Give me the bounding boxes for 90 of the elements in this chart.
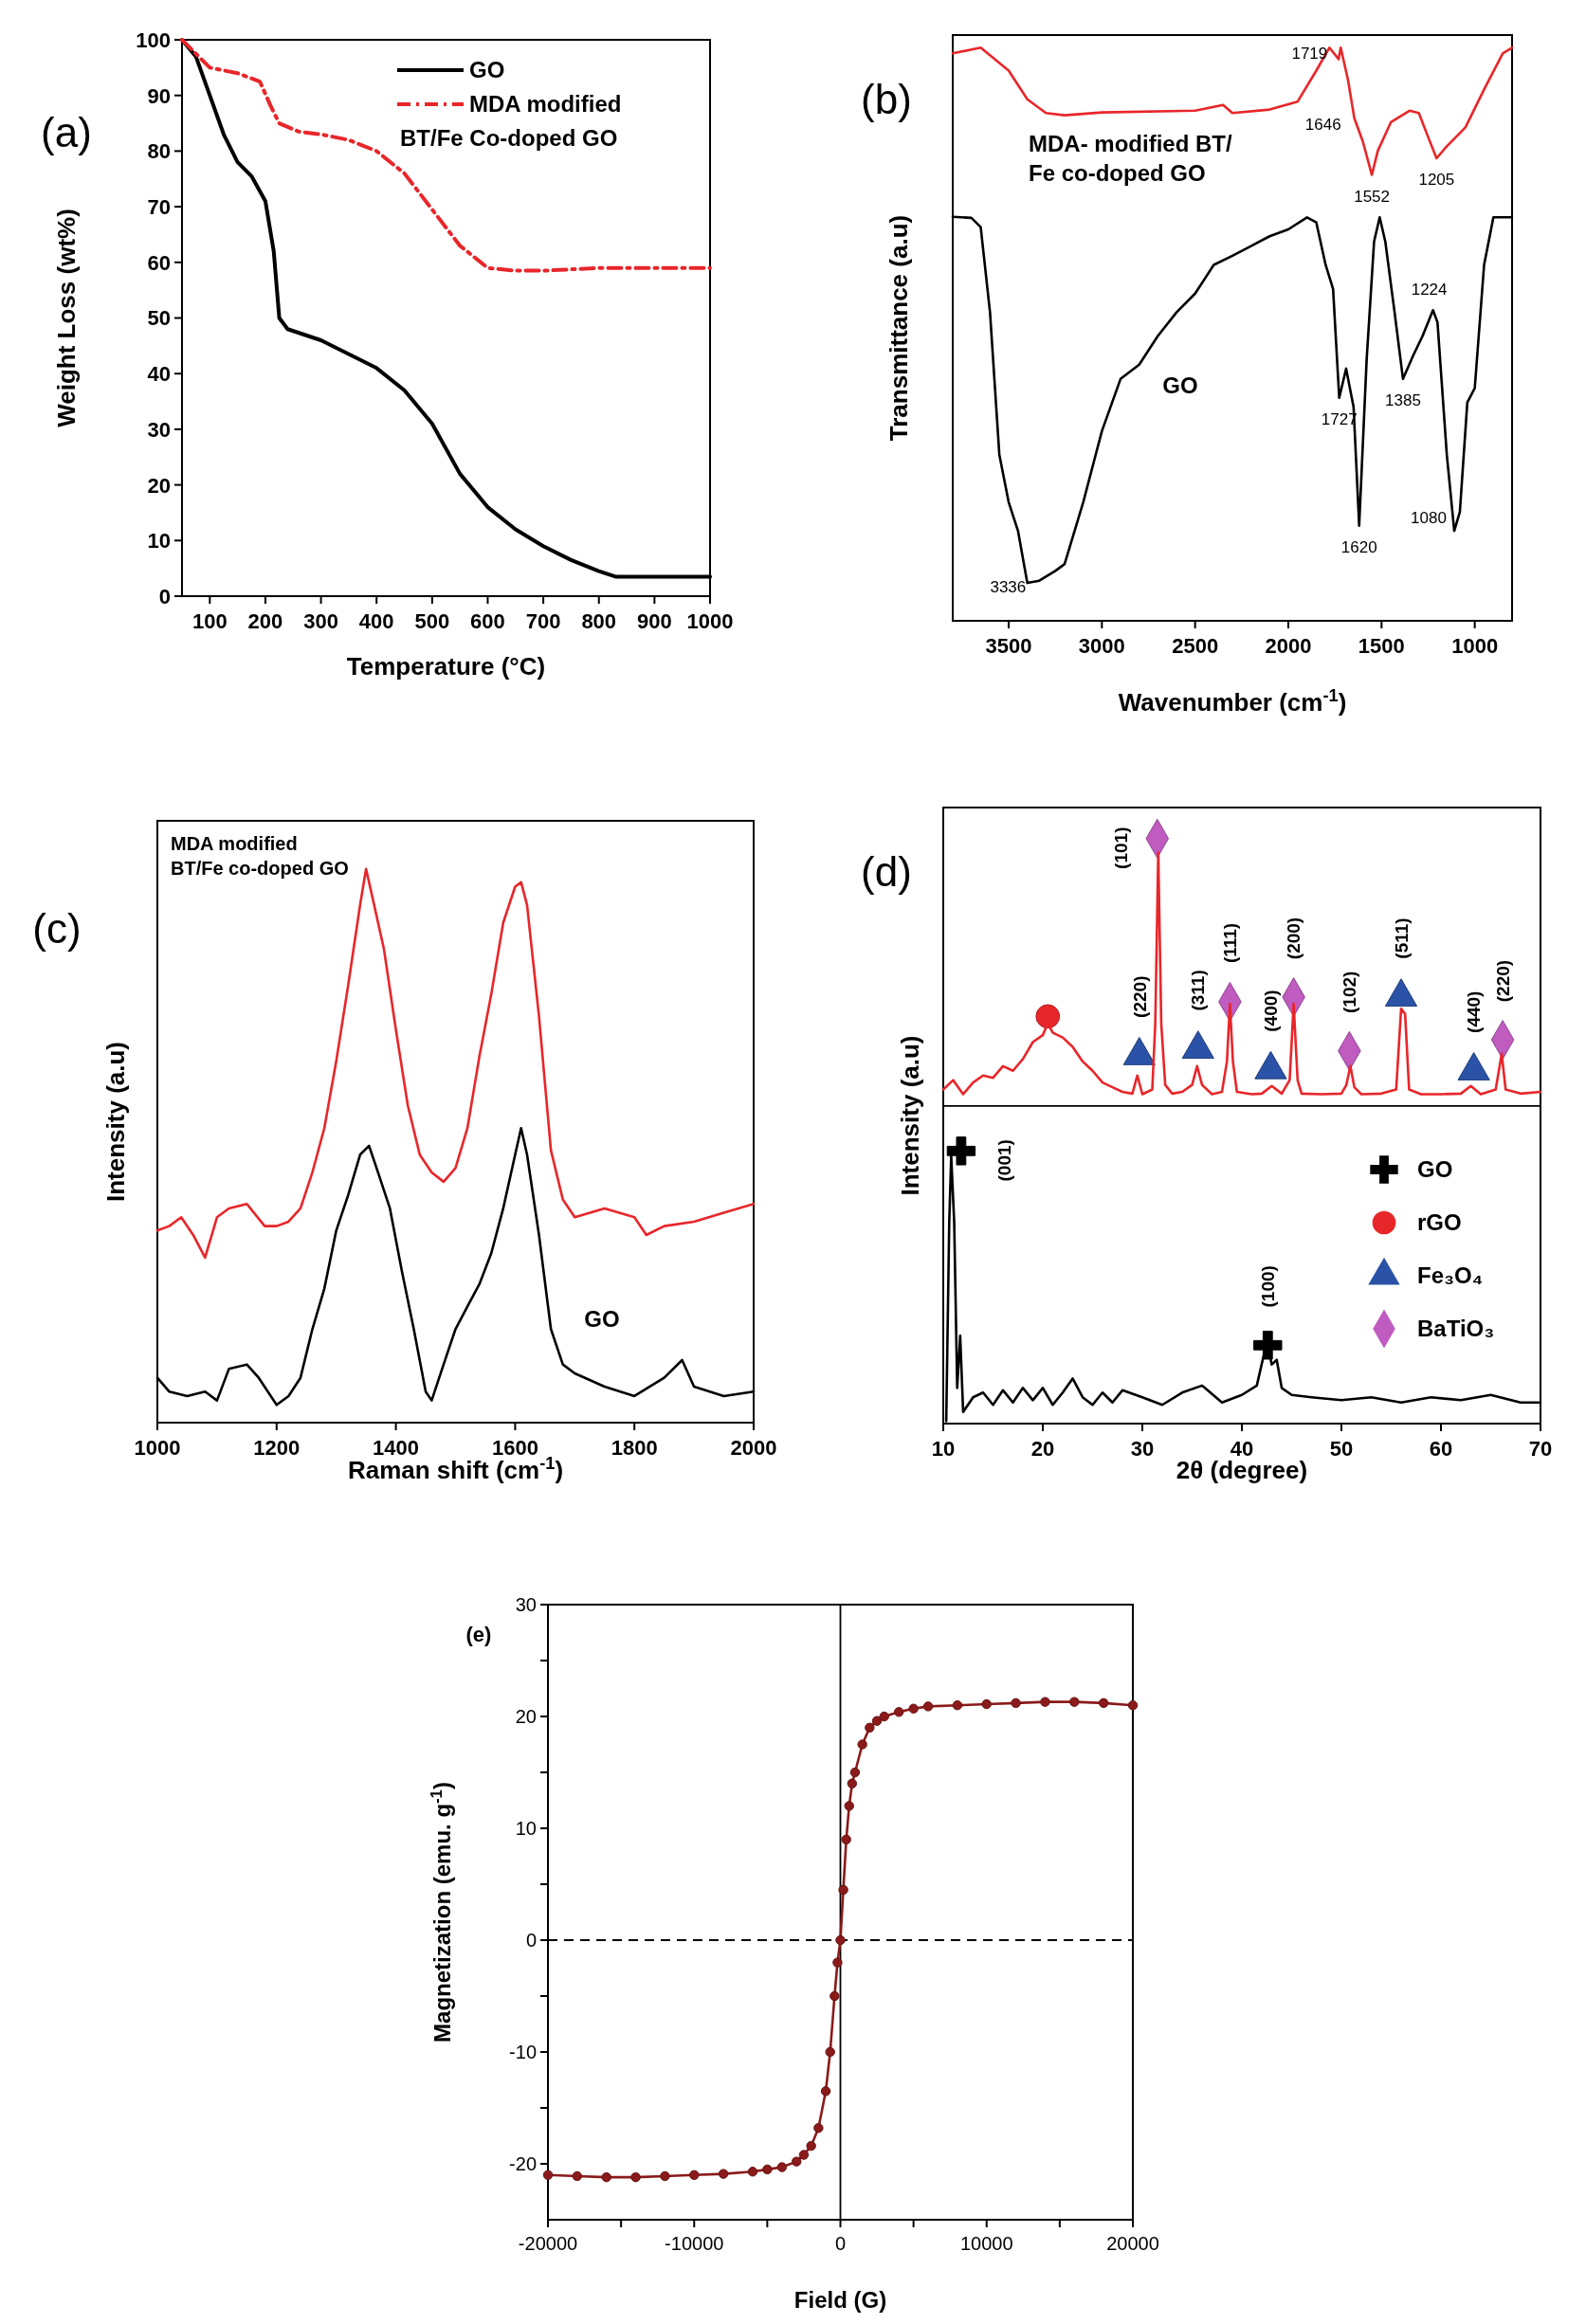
x-tick-label: 400 (358, 609, 394, 633)
annotation: (200) (1284, 917, 1304, 960)
x-tick-label: 20000 (1106, 2233, 1159, 2254)
x-axis-title: Wavenumber (cm$^{-1}$) (1118, 686, 1347, 717)
y-tick-label: 90 (147, 83, 171, 108)
annotation: (440) (1464, 990, 1485, 1033)
x-tick-label: 2000 (730, 1436, 777, 1460)
x-axis-title: Field (G) (793, 2287, 887, 2313)
x-tick-label: 1200 (253, 1436, 301, 1460)
y-tick-label: 20 (147, 473, 171, 498)
legend-label: GO (1417, 1156, 1453, 1182)
x-tick-label: 10 (931, 1437, 956, 1461)
y-tick-label: 10 (147, 529, 171, 554)
x-tick-label: 70 (1528, 1437, 1553, 1461)
x-tick-label: 30 (1130, 1437, 1155, 1461)
annotation: 3336 (990, 577, 1027, 596)
y-tick-label: 0 (158, 584, 171, 608)
x-tick-label: 100 (191, 609, 228, 633)
annotation: (220) (1492, 959, 1513, 1003)
annotation: 1080 (1411, 509, 1447, 528)
y-axis-title: Intensity (a.u) (896, 1035, 925, 1196)
y-tick-label: 30 (147, 417, 171, 442)
y-tick-label: -20 (509, 2153, 537, 2175)
x-tick-label: 2000 (1265, 634, 1312, 658)
x-tick-label: 3000 (1078, 634, 1125, 658)
x-tick-label: 50 (1329, 1437, 1354, 1461)
annotation: 1620 (1340, 537, 1377, 556)
annotation: 1224 (1411, 281, 1448, 300)
y-tick-label: 100 (136, 27, 171, 52)
annotation: (111) (1220, 922, 1241, 964)
legend-label: BaTiO₃ (1417, 1316, 1495, 1341)
annotation: (400) (1261, 990, 1282, 1032)
annotation: (311) (1188, 970, 1209, 1011)
x-tick-label: 1000 (134, 1436, 181, 1460)
annotation: (220) (1129, 975, 1150, 1018)
text: (c) (32, 905, 82, 952)
legend-label: Fe₃O₄ (1417, 1262, 1484, 1288)
x-tick-label: 3500 (985, 634, 1032, 658)
series-label: MDA- modified BT/ Fe co-doped GO (1029, 131, 1232, 187)
x-tick-label: 500 (414, 609, 450, 633)
x-tick-label: 0 (834, 2233, 847, 2254)
y-tick-label: 10 (515, 1818, 537, 1840)
x-tick-label: 1800 (611, 1436, 658, 1460)
annotation: (100) (1257, 1265, 1278, 1308)
annotation: (101) (1111, 826, 1132, 869)
annotation: 1385 (1385, 390, 1421, 409)
x-tick-label: 1000 (686, 609, 734, 633)
legend-label: rGO (1417, 1209, 1462, 1235)
x-tick-label: 1000 (1451, 634, 1499, 658)
chart-title: (d) (861, 848, 912, 895)
x-tick-label: 600 (470, 609, 505, 633)
x-axis-title: Temperature (°C) (346, 652, 546, 681)
y-tick-label: -10 (509, 2042, 537, 2063)
y-axis-title: Intensity (a.u) (101, 1041, 131, 1203)
x-tick-label: 60 (1429, 1437, 1453, 1461)
y-tick-label: 0 (525, 1930, 537, 1952)
x-tick-label: 700 (525, 609, 561, 633)
x-tick-label: 20 (1030, 1437, 1055, 1461)
legend-label: GO (469, 57, 505, 82)
series-label: MDA modified BT/Fe co-doped GO (171, 833, 349, 879)
x-tick-label: -20000 (518, 2233, 578, 2254)
text: (a) (41, 109, 92, 155)
x-tick-label: 200 (247, 609, 283, 633)
annotation: 1646 (1304, 115, 1341, 134)
series-label: GO (584, 1306, 620, 1332)
annotation: (511) (1391, 917, 1412, 959)
x-tick-label: 1500 (1358, 634, 1405, 658)
y-tick-label: 20 (515, 1706, 537, 1728)
y-tick-label: 50 (147, 306, 171, 331)
x-tick-label: 800 (581, 609, 617, 633)
annotation: (102) (1340, 971, 1360, 1013)
y-tick-label: 30 (515, 1594, 537, 1616)
x-tick-label: 300 (303, 609, 338, 633)
text: (b) (861, 76, 912, 122)
text: (e) (465, 1623, 492, 1646)
y-tick-label: 70 (147, 195, 171, 220)
y-axis-title: Transmittance (a.u) (884, 214, 914, 442)
y-tick-label: 80 (147, 139, 171, 164)
y-axis-title: Weight Loss (wt%) (52, 209, 82, 427)
annotation: (001) (994, 1139, 1014, 1182)
x-tick-label: 10000 (959, 2233, 1013, 2254)
annotation: 1205 (1418, 171, 1455, 190)
annotation: 1552 (1354, 187, 1391, 206)
legend-label: MDA modified BT/Fe Co-doped GO (400, 91, 622, 151)
y-tick-label: 60 (147, 250, 171, 275)
y-tick-label: 40 (147, 362, 171, 387)
x-tick-label: 2500 (1172, 634, 1219, 658)
series-label: GO (1162, 372, 1198, 398)
x-tick-label: -10000 (665, 2233, 724, 2254)
x-tick-label: 900 (637, 609, 672, 633)
